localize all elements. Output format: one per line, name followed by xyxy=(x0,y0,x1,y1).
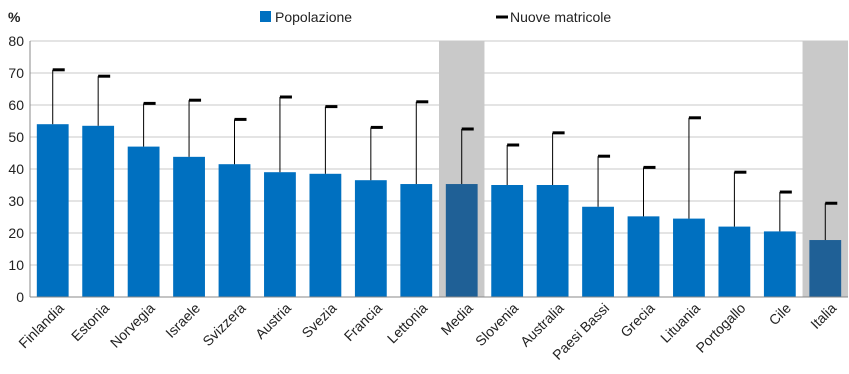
bar-series xyxy=(36,124,842,297)
y-tick-label: 60 xyxy=(8,97,24,113)
bar xyxy=(582,206,614,297)
x-tick-label: Francia xyxy=(341,300,385,344)
bar xyxy=(718,226,751,297)
y-tick-label: 0 xyxy=(16,289,24,305)
x-tick-label: Lettonia xyxy=(384,300,431,347)
x-tick-label: Estonia xyxy=(68,300,112,344)
y-tick-label: 70 xyxy=(8,65,24,81)
bar xyxy=(309,173,342,297)
bar xyxy=(173,156,205,297)
x-tick-label: Grecia xyxy=(617,300,658,341)
legend-label: Popolazione xyxy=(275,9,352,25)
bar xyxy=(445,184,478,297)
bar xyxy=(400,184,433,297)
x-tick-label: Italia xyxy=(807,300,839,332)
bar xyxy=(627,216,660,297)
bar xyxy=(491,185,524,297)
y-axis-unit-label: % xyxy=(8,9,21,25)
x-tick-label: Norvegia xyxy=(107,300,158,351)
y-tick-label: 30 xyxy=(8,193,24,209)
bar xyxy=(536,185,569,297)
marker-series xyxy=(52,68,838,241)
x-tick-label: Cile xyxy=(766,300,795,329)
y-tick-label: 10 xyxy=(8,257,24,273)
x-tick-label: Slovenia xyxy=(472,300,521,349)
y-tick-label: 40 xyxy=(8,161,24,177)
x-tick-label: Portogallo xyxy=(693,300,749,356)
legend-label: Nuove matricole xyxy=(510,9,611,25)
x-tick-label: Israele xyxy=(162,300,203,341)
x-tick-label: Svizzera xyxy=(199,300,248,349)
x-tick-label: Media xyxy=(438,300,476,338)
x-tick-label: Finlandia xyxy=(15,300,67,352)
bar xyxy=(264,172,296,297)
axes xyxy=(29,41,848,298)
x-tick-label: Austria xyxy=(252,300,294,342)
y-tick-label: 50 xyxy=(8,129,24,145)
bar xyxy=(36,124,69,297)
y-tick-label: 80 xyxy=(8,33,24,49)
bar xyxy=(809,240,842,297)
bar xyxy=(82,125,115,297)
bar xyxy=(354,180,387,297)
y-tick-label: 20 xyxy=(8,225,24,241)
bar xyxy=(127,146,160,297)
legend-swatch-bar xyxy=(260,11,271,22)
bar xyxy=(218,164,251,297)
x-tick-label: Svezia xyxy=(298,300,339,341)
x-tick-label: Lituania xyxy=(657,300,703,346)
bar xyxy=(673,218,705,297)
y-tick-labels: 0 10 20 30 40 50 60 70 80 xyxy=(8,33,24,305)
bar xyxy=(763,231,796,297)
chart-legend: Popolazione Nuove matricole xyxy=(260,9,611,25)
